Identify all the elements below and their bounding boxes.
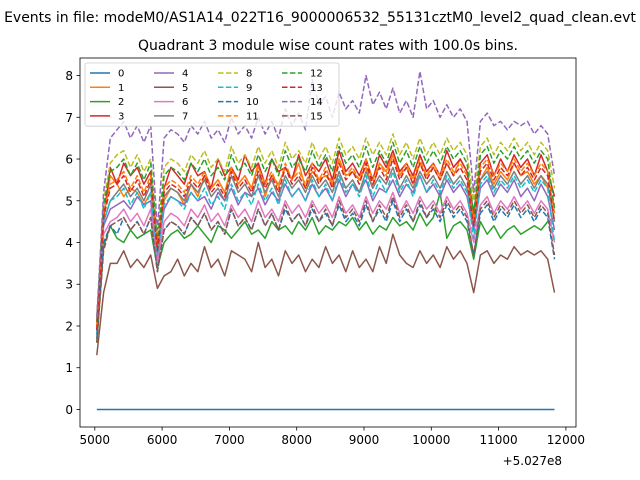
y-tick-label: 1 xyxy=(65,361,73,375)
x-tick-label: 11000 xyxy=(480,433,518,447)
x-offset-label: +5.027e8 xyxy=(503,454,562,468)
legend-label-15: 15 xyxy=(310,111,323,122)
legend-box xyxy=(84,62,340,127)
x-tick-label: 5000 xyxy=(80,433,111,447)
legend-label-13: 13 xyxy=(310,83,323,94)
legend-label-9: 9 xyxy=(246,83,252,94)
legend-label-8: 8 xyxy=(246,69,252,80)
x-tick-label: 10000 xyxy=(412,433,450,447)
series-line-6 xyxy=(96,191,556,335)
legend-label-6: 6 xyxy=(182,97,188,108)
plot-area xyxy=(96,70,556,411)
series-line-13 xyxy=(96,158,556,331)
legend-label-2: 2 xyxy=(118,97,124,108)
series-line-12 xyxy=(96,141,556,322)
series-line-2 xyxy=(96,191,555,343)
series-line-8 xyxy=(96,133,556,322)
legend-label-7: 7 xyxy=(182,111,188,122)
legend-label-10: 10 xyxy=(246,97,259,108)
legend-label-0: 0 xyxy=(118,69,124,80)
series-line-9 xyxy=(96,170,556,335)
axes: 5000 6000 7000 8000 9000 10000 11000 1200001234… xyxy=(65,57,585,447)
legend-label-5: 5 xyxy=(182,83,188,94)
series-line-5 xyxy=(96,233,556,356)
legend-label-14: 14 xyxy=(310,97,323,108)
y-tick-label: 8 xyxy=(65,69,73,83)
legend-label-11: 11 xyxy=(246,111,259,122)
x-tick-label: 9000 xyxy=(349,433,380,447)
y-tick-label: 6 xyxy=(65,153,73,167)
series-line-11 xyxy=(96,154,556,327)
y-tick-label: 7 xyxy=(65,111,73,125)
x-tick-label: 7000 xyxy=(214,433,245,447)
y-tick-label: 5 xyxy=(65,194,73,208)
x-tick-label: 12000 xyxy=(547,433,585,447)
legend-label-4: 4 xyxy=(182,69,188,80)
figure-suptitle: Events in file: modeM0/AS1A14_022T16_900… xyxy=(4,10,636,26)
x-tick-label: 8000 xyxy=(281,433,312,447)
chart-title: Quadrant 3 module wise count rates with … xyxy=(138,38,518,54)
x-tick-label: 6000 xyxy=(147,433,178,447)
y-tick-label: 3 xyxy=(65,278,73,292)
legend-label-1: 1 xyxy=(118,83,124,94)
y-tick-label: 2 xyxy=(65,319,73,333)
legend-label-12: 12 xyxy=(310,69,323,80)
legend-label-3: 3 xyxy=(118,111,124,122)
y-tick-label: 0 xyxy=(65,403,73,417)
series-line-15 xyxy=(96,195,556,343)
y-tick-label: 4 xyxy=(65,236,73,250)
